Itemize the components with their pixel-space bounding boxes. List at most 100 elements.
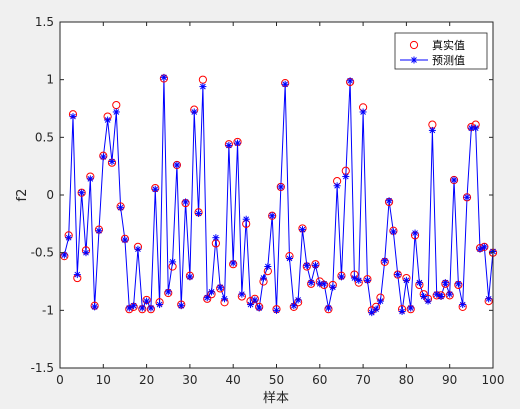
point-predicted: [411, 229, 419, 237]
point-predicted: [372, 305, 380, 313]
legend-marker-real: [409, 40, 419, 50]
point-predicted: [454, 280, 462, 288]
point-predicted: [485, 295, 493, 303]
point-predicted: [173, 161, 181, 169]
point-predicted: [229, 259, 237, 267]
point-predicted: [385, 197, 393, 205]
point-predicted: [99, 153, 107, 161]
x-tick-label: 40: [226, 373, 241, 387]
point-predicted: [186, 273, 194, 281]
point-predicted: [277, 183, 285, 191]
point-predicted: [324, 304, 332, 312]
point-predicted: [437, 292, 445, 300]
point-predicted: [238, 290, 246, 298]
point-predicted: [281, 80, 289, 88]
x-tick-label: 90: [442, 373, 457, 387]
point-predicted: [225, 141, 233, 149]
point-predicted: [394, 271, 402, 279]
point-predicted: [450, 176, 458, 184]
point-predicted: [298, 226, 306, 234]
point-predicted: [169, 258, 177, 266]
point-predicted: [389, 228, 397, 236]
point-predicted: [86, 175, 94, 183]
y-tick-label: -0.5: [31, 246, 54, 260]
point-predicted: [177, 302, 185, 310]
point-predicted: [294, 296, 302, 304]
point-predicted: [221, 295, 229, 303]
series-layer: [60, 73, 498, 317]
point-predicted: [60, 251, 68, 259]
point-predicted: [273, 306, 280, 314]
x-tick-label: 10: [96, 373, 111, 387]
point-predicted: [156, 301, 164, 309]
point-predicted: [342, 173, 350, 181]
point-predicted: [333, 182, 341, 190]
point-predicted: [117, 204, 125, 212]
x-tick-label: 50: [269, 373, 284, 387]
point-predicted: [316, 280, 324, 288]
point-predicted: [112, 108, 120, 116]
point-predicted: [415, 279, 423, 287]
legend-box: [394, 32, 488, 70]
point-predicted: [234, 139, 242, 147]
legend: 真实值 预测值: [394, 32, 488, 70]
point-predicted: [459, 301, 467, 309]
point-predicted: [151, 185, 159, 193]
point-predicted: [368, 309, 376, 317]
point-real: [172, 160, 182, 170]
legend-label-real: 真实值: [432, 38, 465, 52]
point-predicted: [363, 276, 371, 284]
point-predicted: [190, 108, 198, 116]
point-predicted: [160, 73, 168, 81]
point-predicted: [311, 261, 319, 269]
point-real: [276, 182, 285, 192]
point-predicted: [463, 193, 471, 201]
legend-label-pred: 预测值: [432, 54, 465, 67]
x-tick-label: 0: [56, 373, 64, 387]
point-predicted: [381, 257, 389, 265]
point-predicted: [480, 243, 488, 251]
point-predicted: [212, 234, 220, 242]
point-predicted: [95, 227, 103, 235]
legend-marker-pred: [410, 56, 418, 64]
point-predicted: [195, 209, 203, 217]
point-predicted: [420, 292, 428, 300]
ticks-layer: 0 10 20 30 40 50 60 70 80 90 100 -1.5 -1 -0.5 0 0.5 1 1.5: [31, 15, 505, 387]
point-predicted: [424, 297, 432, 305]
point-predicted: [65, 234, 73, 242]
y-axis-label: f2: [15, 189, 30, 202]
point-predicted: [376, 297, 384, 305]
point-real: [268, 211, 277, 220]
point-predicted: [104, 116, 112, 124]
point-predicted: [164, 288, 172, 296]
point-predicted: [242, 215, 250, 223]
point-real: [462, 193, 472, 202]
point-predicted: [303, 261, 311, 269]
point-predicted: [138, 304, 146, 312]
point-predicted: [203, 294, 211, 302]
point-real: [449, 175, 459, 185]
point-predicted: [268, 212, 276, 220]
point-predicted: [73, 271, 81, 279]
point-predicted: [329, 283, 337, 291]
point-predicted: [78, 189, 86, 197]
point-predicted: [134, 245, 142, 253]
x-tick-label: 60: [312, 373, 327, 387]
y-tick-label: -1.5: [31, 361, 54, 375]
point-predicted: [472, 124, 480, 132]
point-predicted: [290, 302, 298, 310]
x-tick-label: 80: [399, 373, 414, 387]
point-predicted: [255, 304, 263, 312]
y-tick-label: 1.5: [35, 15, 54, 29]
point-predicted: [428, 126, 436, 134]
point-predicted: [108, 158, 116, 166]
y-tick-label: 1: [46, 73, 54, 87]
point-predicted: [359, 108, 367, 116]
y-tick-label: 0: [46, 188, 54, 202]
point-predicted: [264, 263, 272, 271]
point-predicted: [182, 198, 190, 206]
point-predicted: [147, 304, 155, 312]
point-predicted: [320, 280, 328, 288]
point-predicted: [251, 296, 259, 304]
y-tick-label: 0.5: [35, 130, 54, 144]
